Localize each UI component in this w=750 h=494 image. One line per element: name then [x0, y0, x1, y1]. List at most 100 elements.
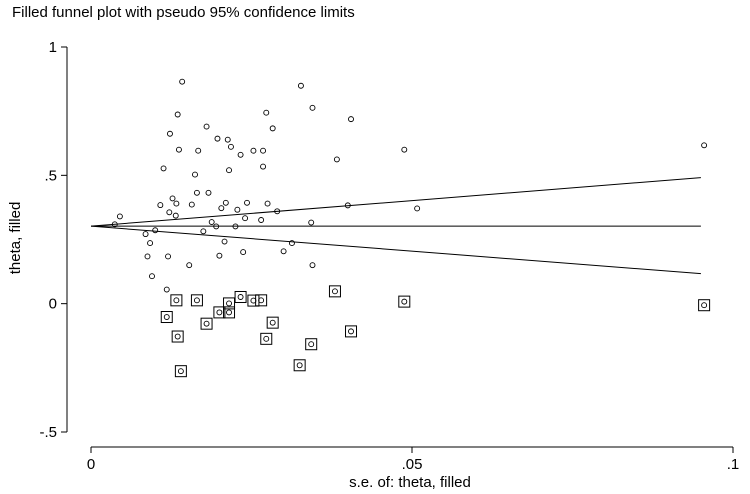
data-points: [111, 78, 711, 378]
study-point: [260, 147, 267, 154]
filled-marker-circle: [163, 314, 170, 320]
filled-marker-box: [160, 311, 173, 324]
filled-study-point: [305, 338, 318, 351]
filled-marker-circle: [308, 341, 315, 348]
filled-marker-circle: [216, 309, 223, 316]
study-point: [205, 189, 212, 196]
study-point: [309, 262, 316, 269]
filled-study-point: [698, 299, 711, 312]
study-point: [701, 142, 708, 149]
filled-study-point: [174, 365, 187, 378]
study-point: [218, 205, 225, 212]
study-point: [186, 262, 193, 269]
study-point: [116, 213, 123, 220]
study-point: [414, 205, 421, 212]
axes: [66, 47, 733, 448]
study-point: [333, 156, 340, 163]
filled-study-point: [213, 306, 226, 319]
filled-marker-box: [190, 294, 203, 307]
study-point: [264, 200, 271, 207]
filled-marker-box: [170, 294, 183, 307]
filled-study-point: [171, 330, 184, 343]
filled-study-point: [328, 285, 341, 298]
study-point: [214, 135, 221, 142]
study-point: [167, 130, 173, 137]
study-point: [213, 223, 220, 230]
study-point: [193, 189, 200, 196]
study-point: [258, 217, 265, 223]
study-point: [165, 253, 171, 260]
x-axis-label: s.e. of: theta, filled: [349, 474, 471, 491]
filled-marker-box: [328, 285, 341, 298]
filled-marker-circle: [237, 294, 244, 300]
upper-confidence-limit: [90, 177, 701, 227]
y-tick-label: 0: [49, 296, 57, 313]
study-point: [149, 273, 155, 280]
filled-marker-circle: [701, 302, 708, 309]
filled-marker-circle: [348, 328, 354, 335]
study-point: [280, 248, 287, 255]
filled-marker-circle: [263, 335, 270, 342]
filled-study-point: [255, 294, 268, 307]
filled-marker-circle: [174, 333, 181, 340]
filled-marker-box: [174, 365, 187, 378]
y-tick-label: 1: [49, 39, 57, 56]
filled-study-point: [266, 316, 279, 329]
study-point: [160, 165, 167, 172]
study-point: [195, 147, 202, 154]
study-point: [232, 223, 239, 230]
study-point: [144, 253, 151, 260]
study-point: [221, 238, 228, 245]
ticks: -.5 0 .5 1 0 .05 .1: [39, 39, 739, 473]
study-point: [237, 151, 244, 158]
study-point: [188, 201, 195, 208]
filled-marker-box: [200, 317, 213, 330]
filled-marker-circle: [332, 288, 338, 295]
filled-marker-circle: [173, 297, 180, 304]
filled-marker-box: [345, 325, 358, 338]
filled-marker-box: [234, 290, 247, 303]
filled-marker-box: [213, 306, 226, 319]
study-point: [203, 123, 210, 130]
study-point: [174, 111, 181, 118]
filled-marker-box: [255, 294, 268, 307]
filled-study-point: [345, 325, 358, 338]
study-point: [157, 202, 164, 209]
study-point: [208, 219, 215, 225]
study-point: [200, 228, 207, 235]
filled-marker-box: [260, 332, 273, 345]
study-point: [173, 200, 180, 207]
filled-marker-box: [223, 297, 236, 310]
study-point: [169, 195, 176, 202]
study-point: [226, 167, 232, 174]
filled-study-point: [223, 297, 236, 310]
filled-study-point: [234, 290, 247, 303]
study-point: [244, 199, 250, 206]
filled-study-point: [200, 317, 213, 330]
filled-marker-circle: [269, 319, 276, 326]
study-point: [179, 78, 186, 85]
filled-marker-circle: [401, 298, 408, 305]
study-point: [216, 252, 223, 259]
study-point: [263, 109, 270, 116]
study-point: [401, 146, 408, 153]
study-point: [222, 199, 229, 206]
study-point: [228, 143, 234, 150]
study-point: [242, 215, 249, 222]
study-point: [309, 104, 316, 111]
lower-confidence-limit: [90, 225, 701, 275]
chart-title: Filled funnel plot with pseudo 95% confi…: [12, 4, 355, 21]
filled-study-point: [398, 295, 411, 308]
filled-study-point: [160, 311, 173, 324]
filled-marker-circle: [203, 320, 210, 327]
study-point: [111, 221, 118, 228]
filled-marker-circle: [177, 368, 184, 375]
study-point: [192, 171, 198, 178]
x-tick-label: .05: [402, 456, 423, 473]
y-axis-label: theta, filled: [7, 202, 24, 275]
y-tick-label: -.5: [39, 424, 57, 441]
filled-marker-box: [171, 330, 184, 343]
study-point: [224, 136, 231, 143]
filled-marker-circle: [296, 362, 303, 369]
